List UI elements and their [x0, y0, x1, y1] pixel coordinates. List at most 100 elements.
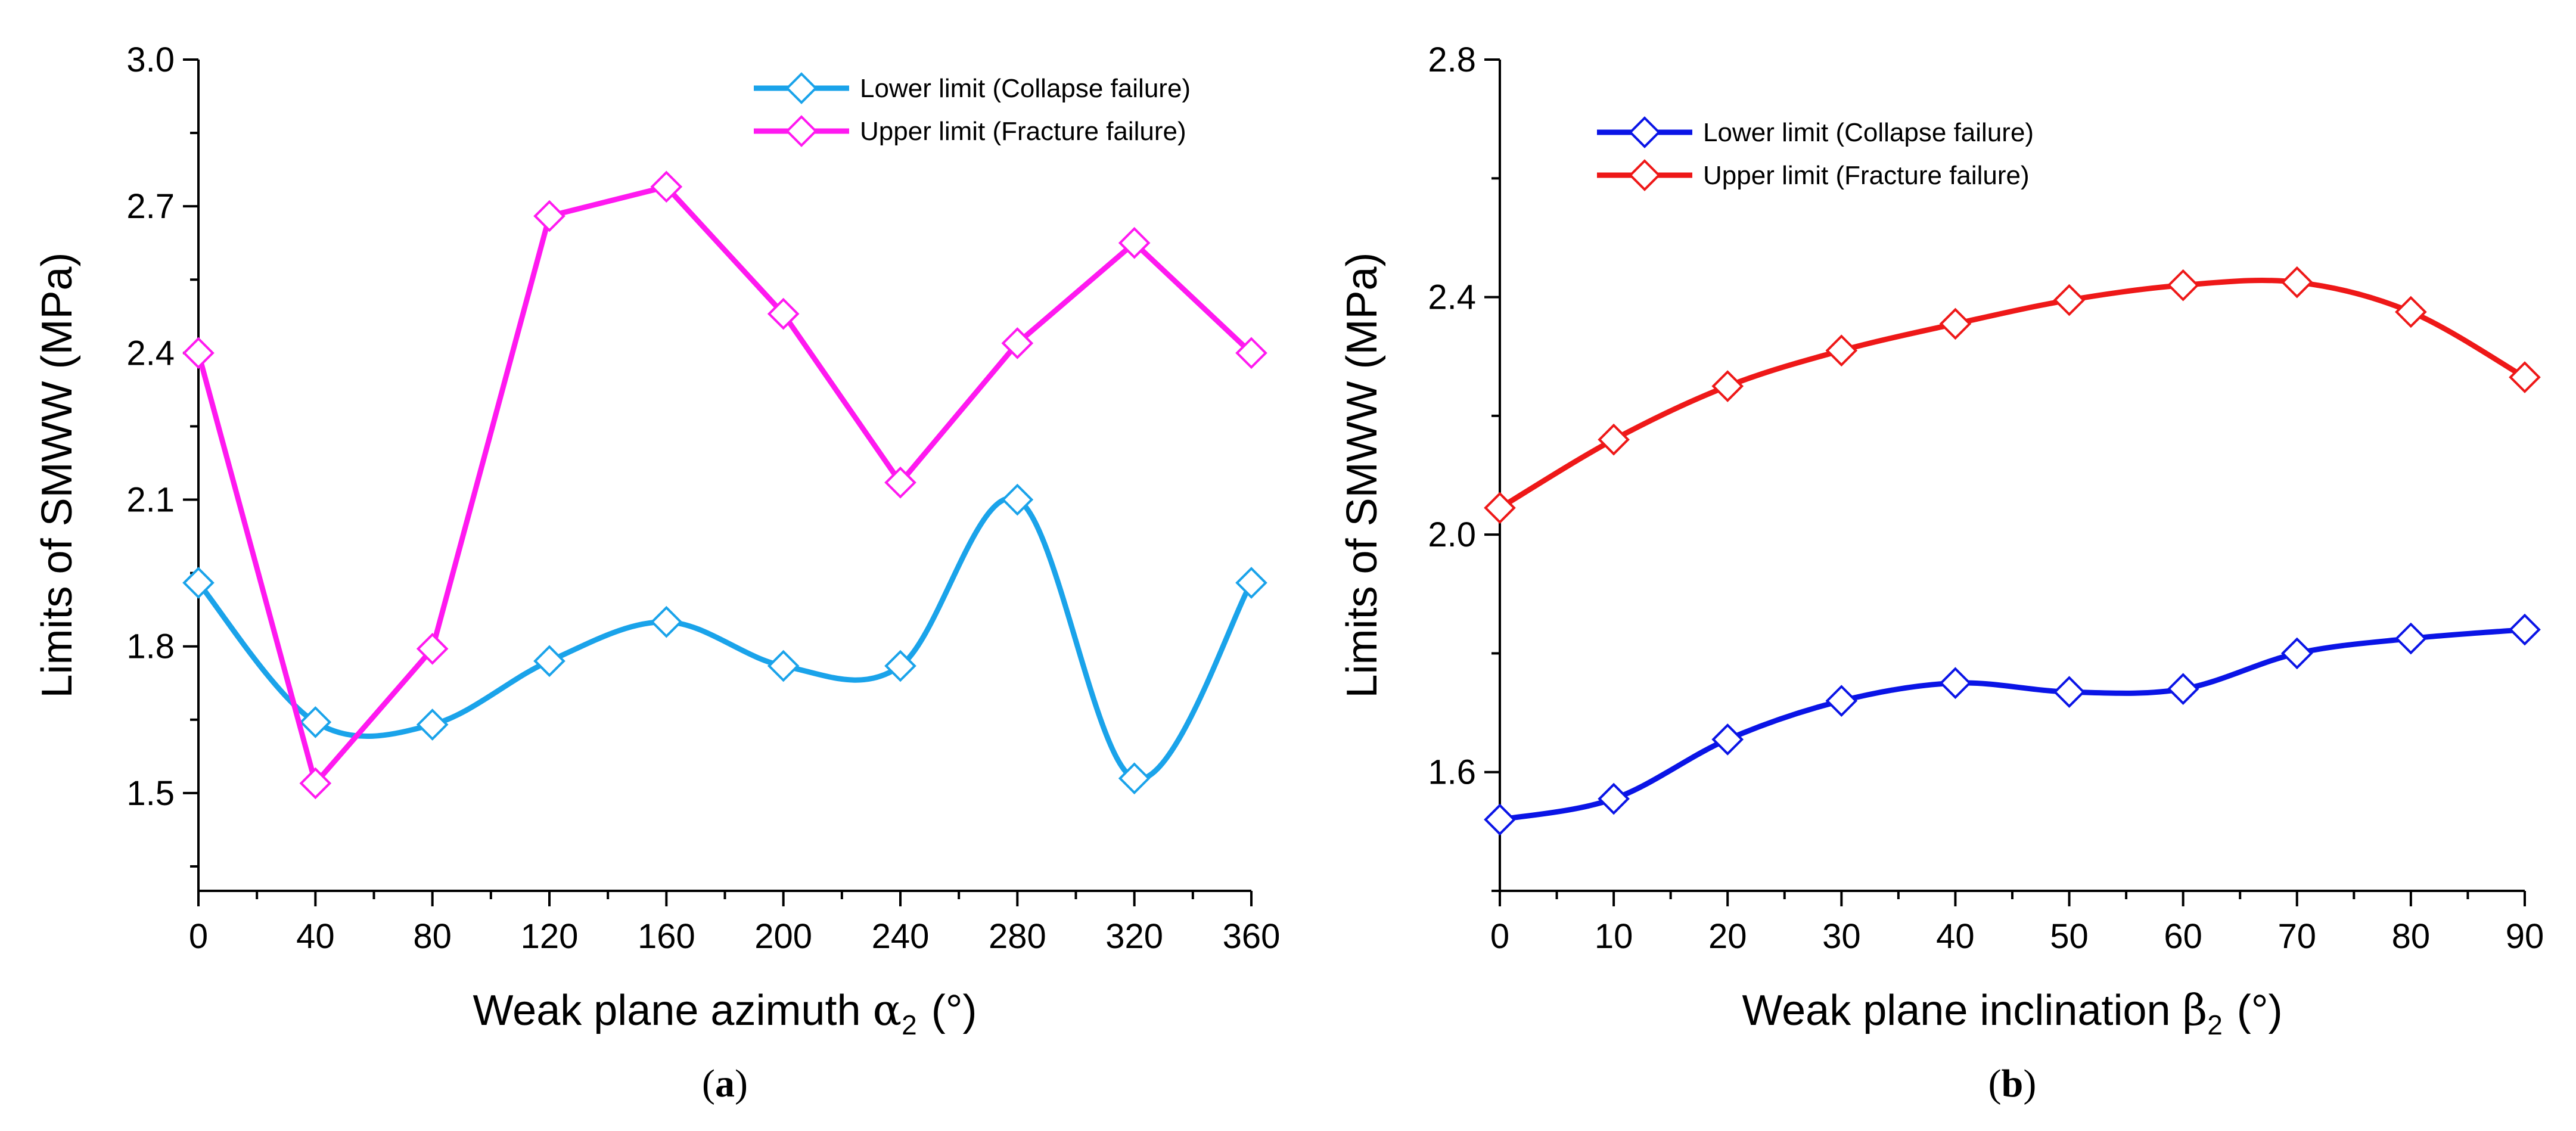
- x-tick-label: 40: [1936, 917, 1975, 956]
- x-tick-label: 60: [2164, 917, 2202, 956]
- x-tick-label: 320: [1105, 917, 1163, 956]
- panel-b: 0 10 20 30 40 50 60 70 80 90 1.6 2.0 2.4 2.8 Limits of…: [1338, 41, 2544, 1105]
- data-point: [2053, 284, 2086, 316]
- x-tick-label: 20: [1708, 917, 1747, 956]
- data-point: [1711, 370, 1744, 402]
- y-tick-label: 2.0: [1428, 515, 1476, 554]
- data-point: [416, 632, 449, 665]
- data-point: [1598, 782, 1630, 815]
- legend-item: Lower limit (Collapse failure): [1597, 116, 2034, 148]
- data-point: [650, 170, 683, 203]
- data-point: [1598, 423, 1630, 456]
- data-point: [884, 466, 916, 499]
- x-axis-title-main: Weak plane inclination: [1742, 987, 2182, 1034]
- x-axis-title-subscript: 2: [902, 1009, 917, 1040]
- x-tick-label: 200: [754, 917, 812, 956]
- legend: Lower limit (Collapse failure) Upper limi…: [754, 72, 1191, 147]
- x-axis-title-subscript: 2: [2207, 1009, 2223, 1040]
- x-tick-label: 10: [1595, 917, 1633, 956]
- x-tick-label: 0: [189, 917, 208, 956]
- legend-marker: [1629, 159, 1661, 191]
- data-point: [2395, 296, 2427, 328]
- x-tick-label: 70: [2278, 917, 2317, 956]
- x-tick-label: 30: [1822, 917, 1861, 956]
- legend-label: Upper limit (Fracture failure): [1703, 161, 2030, 190]
- data-point: [2167, 269, 2199, 302]
- y-tick-label: 2.4: [1428, 278, 1476, 317]
- x-axis-title: Weak plane azimuth α2 (°): [473, 985, 977, 1040]
- legend: Lower limit (Collapse failure) Upper limi…: [1597, 116, 2034, 191]
- data-point: [1939, 307, 1972, 340]
- y-tick-label: 2.8: [1428, 41, 1476, 79]
- x-axis-title-symbol: β: [2183, 985, 2208, 1035]
- y-axis-title: Limits of SMWW (MPa): [33, 253, 81, 698]
- data-point: [533, 200, 565, 232]
- legend-label: Lower limit (Collapse failure): [860, 74, 1191, 103]
- x-axis-title-unit: (°): [2237, 987, 2283, 1034]
- series-lower-limit: [182, 483, 1267, 795]
- x-tick-label: 80: [2392, 917, 2431, 956]
- data-point: [1235, 337, 1267, 369]
- data-point: [1484, 492, 1516, 524]
- data-point: [1118, 762, 1151, 795]
- series-lower-limit: [1484, 613, 2541, 836]
- data-point: [650, 605, 683, 638]
- x-tick-label: 240: [872, 917, 930, 956]
- data-point: [2280, 266, 2313, 299]
- y-tick-label: 1.5: [126, 774, 175, 813]
- x-tick-label: 40: [296, 917, 335, 956]
- data-point: [1001, 327, 1034, 359]
- series-line: [1497, 627, 2528, 822]
- series-line: [195, 184, 1254, 786]
- x-tick-label: 80: [413, 917, 452, 956]
- data-point: [2167, 673, 2199, 706]
- y-axis-title: Limits of SMWW (MPa): [1338, 253, 1386, 698]
- data-point: [533, 645, 565, 678]
- y-tick-label: 3.0: [126, 41, 175, 79]
- data-point: [2509, 613, 2541, 646]
- legend-marker: [1629, 116, 1661, 148]
- series-upper-limit: [182, 170, 1267, 800]
- x-tick-label: 360: [1223, 917, 1281, 956]
- data-point: [1939, 667, 1972, 700]
- y-tick-label: 1.8: [126, 627, 175, 666]
- x-axis-title-main: Weak plane azimuth: [473, 987, 873, 1034]
- data-point: [182, 337, 215, 369]
- y-tick-label: 2.4: [126, 334, 175, 372]
- series-line: [1497, 278, 2528, 511]
- data-point: [2395, 622, 2427, 655]
- data-point: [2053, 676, 2086, 709]
- x-axis-title-unit: (°): [931, 987, 977, 1034]
- x-axis-title: Weak plane inclination β2 (°): [1742, 985, 2282, 1040]
- data-point: [2280, 637, 2313, 670]
- data-point: [299, 706, 332, 738]
- data-point: [884, 650, 916, 682]
- data-point: [1001, 483, 1034, 516]
- data-point: [416, 709, 449, 741]
- x-tick-label: 90: [2506, 917, 2544, 956]
- y-tick-label: 1.6: [1428, 753, 1476, 792]
- panel-label: (a): [702, 1062, 748, 1105]
- panel-label: (b): [1988, 1062, 2037, 1105]
- data-point: [2509, 361, 2541, 393]
- legend-item: Upper limit (Fracture failure): [1597, 159, 2030, 191]
- x-tick-label: 50: [2050, 917, 2089, 956]
- data-point: [1484, 803, 1516, 836]
- data-point: [1711, 723, 1744, 756]
- data-point: [182, 567, 215, 599]
- data-point: [1825, 334, 1858, 367]
- x-tick-label: 160: [638, 917, 695, 956]
- y-tick-label: 2.1: [126, 481, 175, 520]
- x-tick-label: 0: [1490, 917, 1509, 956]
- data-point: [1118, 226, 1151, 259]
- data-point: [299, 767, 332, 800]
- y-tick-label: 2.7: [126, 187, 175, 226]
- series-upper-limit: [1484, 266, 2541, 524]
- legend-label: Lower limit (Collapse failure): [1703, 118, 2034, 147]
- legend-label: Upper limit (Fracture failure): [860, 117, 1186, 146]
- legend-item: Upper limit (Fracture failure): [754, 115, 1186, 147]
- data-point: [767, 650, 800, 682]
- data-point: [1825, 685, 1858, 717]
- data-point: [767, 297, 800, 330]
